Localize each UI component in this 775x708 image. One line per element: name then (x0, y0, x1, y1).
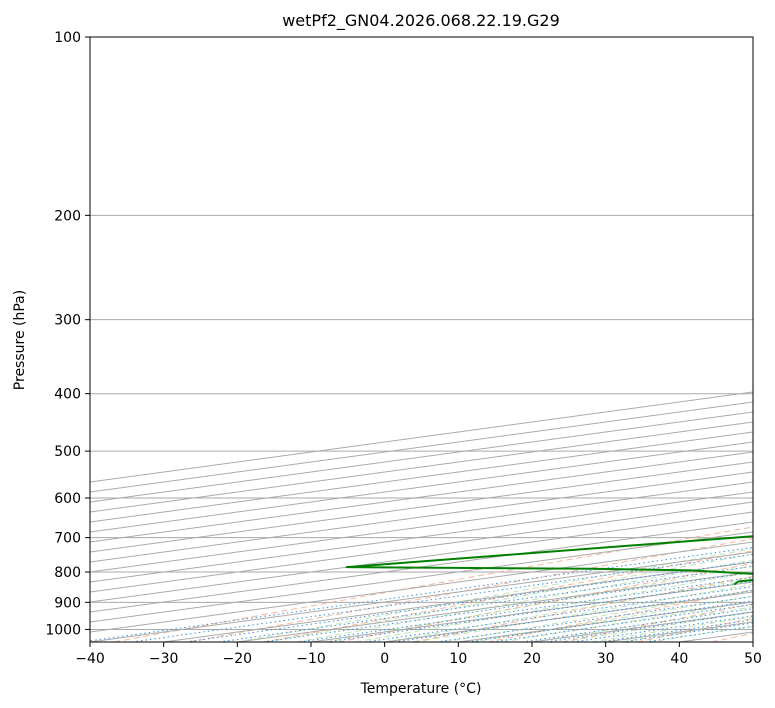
isotherm-line (90, 501, 753, 593)
y-tick-label: 1000 (45, 622, 81, 638)
moist-adiabat-line (384, 577, 753, 642)
moist-adiabat-line (414, 583, 753, 642)
mixing-ratio-line (492, 603, 753, 642)
x-tick-label: 30 (597, 651, 615, 667)
y-tick-label: 400 (54, 387, 81, 403)
y-tick-label: 500 (54, 444, 81, 460)
plot-area: -100-90-80-70-60-50-40-30-20-100 1020304… (90, 37, 753, 642)
y-axis-label: Pressure (hPa) (12, 290, 28, 390)
mixing-ratio-lines (90, 546, 753, 642)
x-tick-label: 10 (449, 651, 467, 667)
isotherm-line (90, 451, 753, 543)
moist-adiabat-line (296, 559, 753, 642)
x-tick-label: −10 (296, 651, 326, 667)
y-axis: 100 200 300 400 500 600 700 800 900 1000 (45, 30, 90, 638)
y-tick-label: 100 (54, 30, 81, 46)
chart-title: wetPf2_GN04.2026.068.22.19.G29 (282, 11, 560, 31)
x-tick-label: 50 (744, 651, 762, 667)
mixing-ratio-line (436, 595, 753, 642)
x-tick-label: 40 (670, 651, 688, 667)
plot-frame (89, 36, 754, 643)
y-tick-label: 700 (54, 531, 81, 547)
x-tick-label: −40 (75, 651, 105, 667)
x-tick-label: −30 (149, 651, 179, 667)
isotherm-line (90, 481, 753, 573)
isotherm-line (90, 461, 753, 553)
moist-adiabat-line (325, 565, 753, 642)
y-tick-label: 200 (54, 208, 81, 224)
isotherm-line (90, 511, 753, 603)
mixing-ratio-line (131, 553, 753, 642)
y-tick-label: 900 (54, 595, 81, 611)
y-tick-label: 600 (54, 491, 81, 507)
x-axis-label: Temperature (°C) (360, 681, 482, 697)
x-tick-label: −20 (223, 651, 253, 667)
isotherm-line (90, 491, 753, 583)
mixing-ratio-line (90, 546, 753, 642)
y-tick-label: 800 (54, 565, 81, 581)
mixing-ratio-line (467, 600, 753, 642)
moist-adiabat-line (472, 595, 753, 642)
x-axis: −40 −30 −20 −10 0 10 20 30 40 50 (75, 642, 762, 667)
isotherm-line (90, 521, 753, 613)
x-tick-label: 20 (523, 651, 541, 667)
moist-adiabat-line (266, 553, 753, 642)
isotherm-line (90, 471, 753, 563)
y-tick-label: 300 (54, 313, 81, 329)
x-tick-label: 0 (380, 651, 389, 667)
pressure-gridlines (90, 37, 753, 630)
